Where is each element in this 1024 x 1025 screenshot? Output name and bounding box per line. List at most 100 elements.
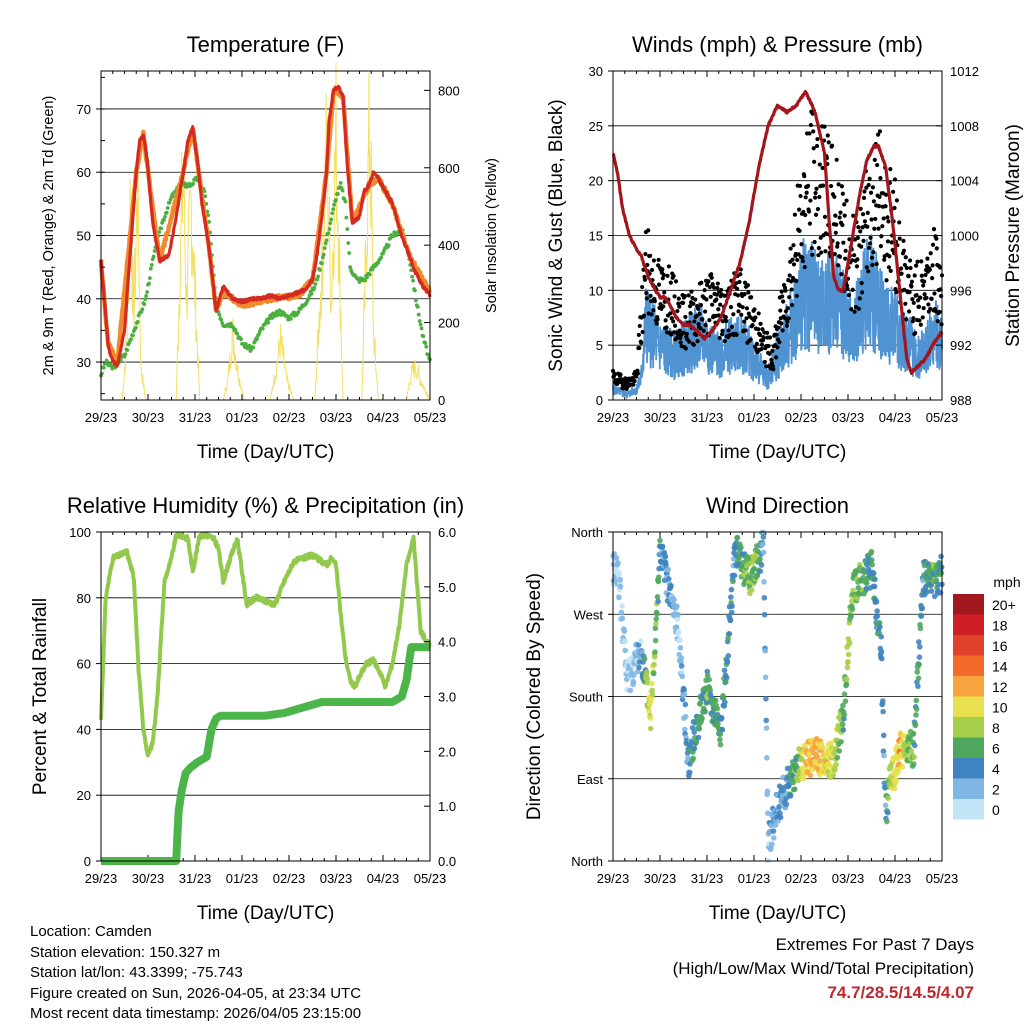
gust-point <box>698 326 703 331</box>
direction-point <box>928 588 935 594</box>
direction-point <box>843 676 850 682</box>
gust-point <box>724 318 729 324</box>
direction-point <box>675 611 681 618</box>
gust-point <box>674 335 680 340</box>
dewpoint-point <box>418 322 423 327</box>
dewpoint-point <box>410 274 415 279</box>
gust-point <box>918 295 923 300</box>
direction-point <box>772 822 779 828</box>
direction-point <box>917 625 924 632</box>
dewpoint-point <box>347 251 352 255</box>
gust-point <box>687 339 692 344</box>
direction-point <box>761 594 768 601</box>
gust-point <box>703 309 708 314</box>
gust-point <box>861 195 867 200</box>
direction-point <box>869 557 875 563</box>
humidity-right-tick-label: 2.0 <box>438 744 456 759</box>
direction-point <box>879 698 886 704</box>
dewpoint-point <box>151 254 156 259</box>
gust-point <box>780 294 785 299</box>
direction-point <box>845 651 852 658</box>
direction-x-tick-label: 30/23 <box>644 871 677 886</box>
direction-point <box>718 715 725 721</box>
gust-point <box>938 293 944 299</box>
direction-point <box>677 637 683 643</box>
dewpoint-point <box>207 220 212 224</box>
gust-point <box>759 342 765 347</box>
speed-legend-label: 2 <box>992 782 1000 798</box>
direction-point <box>651 661 657 668</box>
gust-point <box>718 302 723 307</box>
direction-point <box>876 619 883 626</box>
gust-point <box>817 194 822 200</box>
winds-right-tick-label: 992 <box>950 338 972 353</box>
gust-point <box>937 309 942 315</box>
gust-point <box>710 282 715 287</box>
speed-legend-swatch <box>953 737 984 758</box>
dewpoint-point <box>376 260 381 265</box>
gust-point <box>678 340 683 345</box>
gust-point <box>794 293 799 299</box>
dewpoint-point <box>143 297 148 302</box>
gust-point <box>894 198 899 203</box>
gust-point <box>877 194 882 200</box>
gust-point <box>715 281 720 286</box>
dewpoint-point <box>315 277 320 282</box>
direction-point <box>725 635 731 642</box>
direction-point <box>839 721 846 728</box>
temperature-x-tick-label: 02/23 <box>273 410 306 425</box>
gust-point <box>851 213 856 218</box>
dewpoint-point <box>163 214 167 219</box>
speed-legend-swatch <box>953 594 984 615</box>
gust-point <box>684 331 689 337</box>
gust-point <box>908 265 913 271</box>
station-location: Location: Camden <box>30 923 152 940</box>
gust-point <box>692 319 697 324</box>
direction-point <box>763 725 770 731</box>
direction-point <box>916 654 923 660</box>
gust-point <box>780 328 785 333</box>
gust-point <box>677 304 682 309</box>
direction-point <box>677 645 684 651</box>
winds-y-tick-label: 25 <box>589 119 603 134</box>
gust-point <box>618 372 623 377</box>
direction-point <box>830 772 837 779</box>
gust-point <box>843 256 848 261</box>
gust-point <box>808 122 813 128</box>
gust-point <box>926 302 931 307</box>
gust-point <box>814 143 820 149</box>
gust-point <box>803 195 808 200</box>
direction-point <box>627 687 634 694</box>
gust-point <box>814 186 819 191</box>
direction-point <box>761 611 768 618</box>
winds-x-tick-label: 30/23 <box>644 410 677 425</box>
gust-point <box>652 299 657 304</box>
dewpoint-point <box>251 345 256 350</box>
direction-point <box>777 814 784 821</box>
direction-point <box>723 674 730 681</box>
gust-point <box>916 304 922 309</box>
winds-y-tick-label: 0 <box>596 393 603 408</box>
gust-point <box>767 335 773 340</box>
gust-point <box>774 332 779 337</box>
direction-point <box>725 653 732 659</box>
gust-point <box>837 254 843 259</box>
gust-point <box>683 346 688 351</box>
winds-right-tick-label: 1008 <box>950 119 979 134</box>
direction-point <box>727 617 734 624</box>
dewpoint-point <box>147 276 152 281</box>
direction-point <box>619 602 625 609</box>
gust-point <box>720 328 725 334</box>
gust-point <box>680 300 686 305</box>
direction-point <box>652 625 659 632</box>
gust-point <box>807 221 813 226</box>
dewpoint-point <box>365 275 369 280</box>
dewpoint-point <box>306 296 311 301</box>
dewpoint-point <box>346 241 351 245</box>
gust-point <box>919 259 924 264</box>
direction-point <box>791 786 798 793</box>
gust-point <box>856 306 861 311</box>
station-latlon: Station lat/lon: 43.3399; -75.743 <box>30 964 243 981</box>
gust-point <box>742 319 747 324</box>
gust-point <box>792 212 797 217</box>
